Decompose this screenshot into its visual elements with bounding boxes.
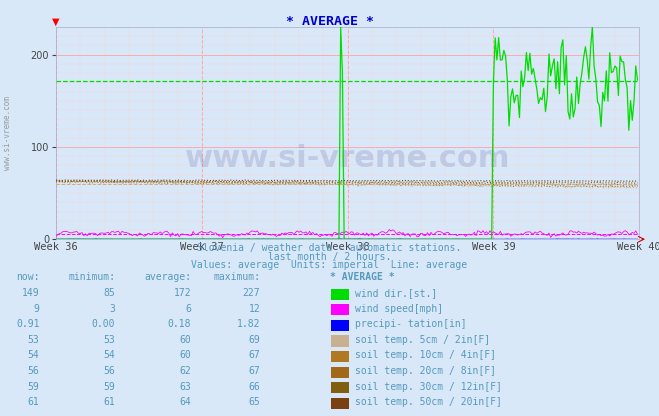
Text: 59: 59 xyxy=(103,382,115,392)
Text: 62: 62 xyxy=(179,366,191,376)
Text: last month / 2 hours.: last month / 2 hours. xyxy=(268,252,391,262)
Text: soil temp. 5cm / 2in[F]: soil temp. 5cm / 2in[F] xyxy=(355,335,490,345)
Text: 0.18: 0.18 xyxy=(167,319,191,329)
Text: now:: now: xyxy=(16,272,40,282)
Text: 69: 69 xyxy=(248,335,260,345)
Text: 85: 85 xyxy=(103,288,115,298)
Text: 67: 67 xyxy=(248,366,260,376)
Text: 54: 54 xyxy=(103,350,115,361)
Text: 65: 65 xyxy=(248,397,260,407)
Text: 59: 59 xyxy=(28,382,40,392)
Text: average:: average: xyxy=(144,272,191,282)
Text: www.si-vreme.com: www.si-vreme.com xyxy=(185,144,510,173)
Text: soil temp. 50cm / 20in[F]: soil temp. 50cm / 20in[F] xyxy=(355,397,501,407)
Text: Slovenia / weather data - automatic stations.: Slovenia / weather data - automatic stat… xyxy=(197,243,462,253)
Text: precipi- tation[in]: precipi- tation[in] xyxy=(355,319,466,329)
Text: 3: 3 xyxy=(109,304,115,314)
Text: 61: 61 xyxy=(103,397,115,407)
Text: soil temp. 10cm / 4in[F]: soil temp. 10cm / 4in[F] xyxy=(355,350,496,361)
Text: 53: 53 xyxy=(103,335,115,345)
Text: maximum:: maximum: xyxy=(214,272,260,282)
Text: 56: 56 xyxy=(103,366,115,376)
Text: 9: 9 xyxy=(34,304,40,314)
Text: * AVERAGE *: * AVERAGE * xyxy=(330,272,394,282)
Text: 66: 66 xyxy=(248,382,260,392)
Text: 0.00: 0.00 xyxy=(92,319,115,329)
Text: 0.91: 0.91 xyxy=(16,319,40,329)
Text: ▼: ▼ xyxy=(52,17,60,27)
Text: 6: 6 xyxy=(185,304,191,314)
Text: 53: 53 xyxy=(28,335,40,345)
Text: Values: average  Units: imperial  Line: average: Values: average Units: imperial Line: av… xyxy=(191,260,468,270)
Text: 149: 149 xyxy=(22,288,40,298)
Text: 60: 60 xyxy=(179,350,191,361)
Text: 172: 172 xyxy=(173,288,191,298)
Text: wind speed[mph]: wind speed[mph] xyxy=(355,304,443,314)
Text: 1.82: 1.82 xyxy=(237,319,260,329)
Text: 56: 56 xyxy=(28,366,40,376)
Text: www.si-vreme.com: www.si-vreme.com xyxy=(3,96,13,170)
Text: 64: 64 xyxy=(179,397,191,407)
Text: 12: 12 xyxy=(248,304,260,314)
Text: minimum:: minimum: xyxy=(69,272,115,282)
Text: wind dir.[st.]: wind dir.[st.] xyxy=(355,288,437,298)
Text: soil temp. 20cm / 8in[F]: soil temp. 20cm / 8in[F] xyxy=(355,366,496,376)
Text: soil temp. 30cm / 12in[F]: soil temp. 30cm / 12in[F] xyxy=(355,382,501,392)
Text: 63: 63 xyxy=(179,382,191,392)
Text: 60: 60 xyxy=(179,335,191,345)
Text: 61: 61 xyxy=(28,397,40,407)
Text: 227: 227 xyxy=(243,288,260,298)
Text: 54: 54 xyxy=(28,350,40,361)
Text: 67: 67 xyxy=(248,350,260,361)
Text: * AVERAGE *: * AVERAGE * xyxy=(285,15,374,27)
